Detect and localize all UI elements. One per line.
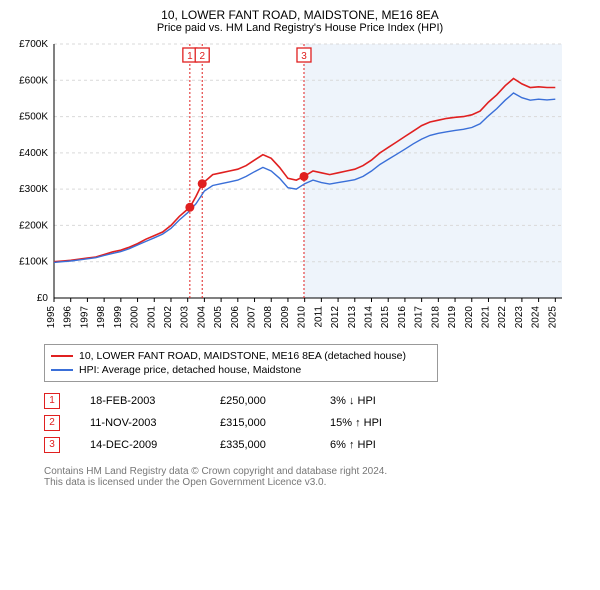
legend-swatch (51, 355, 73, 357)
x-tick-label: 2012 (330, 306, 341, 329)
y-tick-label: £200K (19, 220, 48, 231)
chart-area: £0 £100K £200K £300K £400K £500K £600K £700K 199… (8, 38, 592, 338)
sale-marker-icon: 1 (44, 393, 60, 409)
x-tick-label: 2002 (163, 306, 174, 329)
y-tick-label: £300K (19, 184, 48, 195)
sale-marker-icon: 3 (44, 437, 60, 453)
legend-label: HPI: Average price, detached house, Maid… (79, 364, 301, 376)
x-tick-label: 2018 (430, 306, 441, 329)
x-tick-label: 2024 (531, 306, 542, 329)
y-tick-label: £400K (19, 148, 48, 159)
x-tick-label: 2000 (130, 306, 141, 329)
legend: 10, LOWER FANT ROAD, MAIDSTONE, ME16 8EA… (44, 344, 438, 382)
y-tick-label: £700K (19, 39, 48, 50)
sales-table: 1 18-FEB-2003 £250,000 3% ↓ HPI 2 11-NOV-2003… (44, 390, 592, 456)
sale-price: £315,000 (220, 417, 300, 429)
y-tick-label: £500K (19, 112, 48, 123)
x-tick-label: 2015 (380, 306, 391, 329)
x-tick-label: 2005 (213, 306, 224, 329)
x-tick-label: 1996 (63, 306, 74, 329)
y-tick-label: £600K (19, 75, 48, 86)
x-tick-label: 2011 (313, 306, 324, 328)
x-tick-label: 2021 (480, 306, 491, 329)
x-tick-label: 2020 (464, 306, 475, 329)
x-tick-label: 2001 (146, 306, 157, 329)
x-tick-label: 1998 (96, 306, 107, 329)
sale-marker-label: 3 (301, 51, 307, 62)
y-tick-label: £100K (19, 257, 48, 268)
chart-svg: £0 £100K £200K £300K £400K £500K £600K £700K 199… (8, 38, 568, 338)
x-tick-label: 2014 (364, 306, 375, 329)
sales-row: 3 14-DEC-2009 £335,000 6% ↑ HPI (44, 434, 592, 456)
sales-row: 1 18-FEB-2003 £250,000 3% ↓ HPI (44, 390, 592, 412)
x-tick-label: 2010 (297, 306, 308, 329)
x-tick-label: 2016 (397, 306, 408, 329)
sale-point (198, 179, 207, 188)
x-tick-label: 1999 (113, 306, 124, 329)
x-tick-label: 2019 (447, 306, 458, 329)
sale-point (299, 172, 308, 181)
x-tick-label: 2023 (514, 306, 525, 329)
legend-label: 10, LOWER FANT ROAD, MAIDSTONE, ME16 8EA… (79, 350, 406, 362)
x-tick-label: 2008 (263, 306, 274, 329)
x-tick-label: 2022 (497, 306, 508, 329)
x-tick-label: 2025 (547, 306, 558, 329)
x-tick-label: 1995 (46, 306, 57, 329)
legend-row: 10, LOWER FANT ROAD, MAIDSTONE, ME16 8EA… (51, 349, 431, 363)
sale-date: 18-FEB-2003 (90, 395, 190, 407)
x-tick-label: 2013 (347, 306, 358, 329)
sale-pct: 15% ↑ HPI (330, 417, 440, 429)
footer-line1: Contains HM Land Registry data © Crown c… (44, 466, 592, 477)
legend-row: HPI: Average price, detached house, Maid… (51, 363, 431, 377)
x-tick-label: 2006 (230, 306, 241, 329)
sale-date: 11-NOV-2003 (90, 417, 190, 429)
sale-pct: 3% ↓ HPI (330, 395, 440, 407)
chart-subtitle: Price paid vs. HM Land Registry's House … (8, 22, 592, 34)
footer-attribution: Contains HM Land Registry data © Crown c… (44, 466, 592, 488)
x-tick-label: 2017 (414, 306, 425, 329)
x-tick-label: 2003 (180, 306, 191, 329)
x-tick-label: 2007 (247, 306, 258, 329)
y-tick-label: £0 (37, 293, 49, 304)
x-tick-label: 2004 (196, 306, 207, 329)
sale-pct: 6% ↑ HPI (330, 439, 440, 451)
sale-marker-icon: 2 (44, 415, 60, 431)
x-tick-label: 1997 (79, 306, 90, 329)
sales-row: 2 11-NOV-2003 £315,000 15% ↑ HPI (44, 412, 592, 434)
x-tick-label: 2009 (280, 306, 291, 329)
footer-line2: This data is licensed under the Open Gov… (44, 477, 592, 488)
chart-title: 10, LOWER FANT ROAD, MAIDSTONE, ME16 8EA (8, 8, 592, 22)
sale-marker-label: 2 (199, 51, 205, 62)
sale-price: £250,000 (220, 395, 300, 407)
sale-date: 14-DEC-2009 (90, 439, 190, 451)
legend-swatch (51, 369, 73, 371)
sale-marker-label: 1 (187, 51, 193, 62)
sale-price: £335,000 (220, 439, 300, 451)
sale-point (185, 203, 194, 212)
